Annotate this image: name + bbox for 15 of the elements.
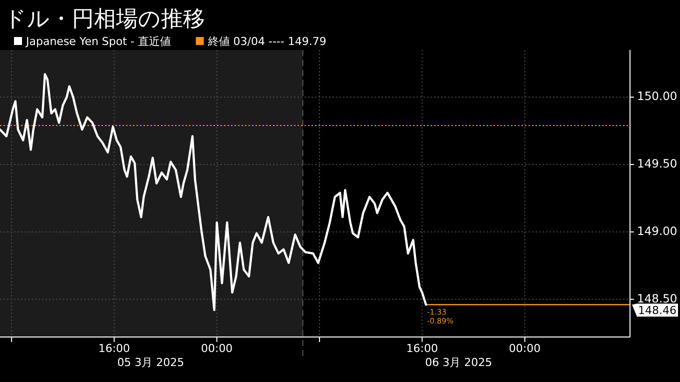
x-tick-label: 00:00	[508, 342, 541, 355]
text: 06 3月 2025	[425, 356, 492, 369]
line-series	[0, 73, 428, 312]
y-tick-label: 150.00	[637, 89, 678, 104]
y-tick-label: 148.50	[637, 291, 678, 306]
y-tick-label: 149.00	[637, 224, 678, 238]
y-tick-label: 149.50	[637, 156, 678, 171]
chart-title: ドル・円相場の推移	[4, 7, 205, 32]
x-tick-label: 00:00	[200, 342, 233, 355]
ref-line-label: 148.46	[638, 304, 676, 318]
legend-label: Japanese Yen Spot - 直近値	[25, 35, 171, 48]
x-tick-label: 16:00	[406, 342, 438, 355]
text: 05 3月 2025	[117, 356, 184, 369]
legend-label: 終値 03/04 ---- 149.79	[206, 35, 326, 48]
x-tick-label: 16:00	[98, 342, 130, 355]
